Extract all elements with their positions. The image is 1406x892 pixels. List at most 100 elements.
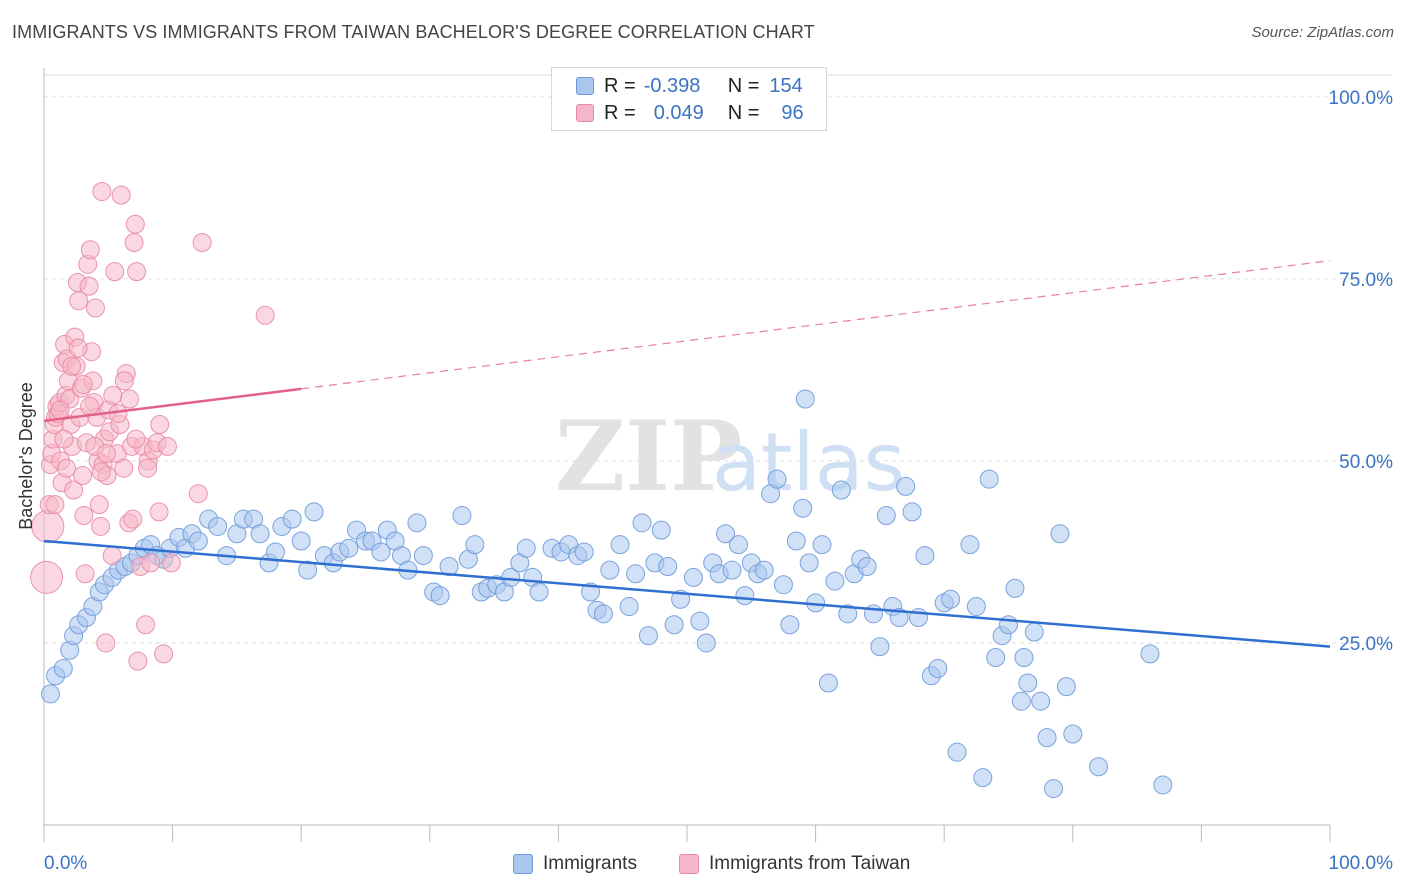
data-point — [80, 240, 100, 260]
data-point — [430, 586, 450, 606]
data-point — [1050, 524, 1070, 544]
data-point — [664, 615, 684, 635]
data-point — [638, 626, 658, 646]
data-point — [593, 604, 613, 624]
points-layer — [30, 182, 1173, 799]
data-point — [30, 560, 64, 594]
watermark: ZIP atlas — [555, 400, 905, 513]
legend-row-taiwan: R = 0.049 N = 96 — [576, 101, 804, 125]
data-point — [915, 546, 935, 566]
bottom-legend-immigrants: Immigrants — [513, 852, 637, 876]
data-point — [128, 651, 148, 671]
data-point — [265, 542, 285, 562]
data-point — [465, 535, 485, 555]
data-point — [64, 480, 84, 500]
data-point — [986, 648, 1006, 668]
legend-n-value-immigrants: 154 — [769, 74, 803, 97]
y-axis-label: Bachelor's Degree — [16, 382, 36, 530]
legend-r-label: R = — [604, 101, 636, 124]
data-point — [92, 182, 112, 202]
data-point — [632, 513, 652, 533]
data-point — [1140, 644, 1160, 664]
legend-swatch-immigrants — [576, 77, 594, 95]
data-point — [1037, 728, 1057, 748]
data-point — [291, 531, 311, 551]
data-point — [40, 684, 60, 704]
data-point — [96, 444, 116, 464]
data-point — [690, 611, 710, 631]
data-point — [57, 458, 77, 478]
data-point — [876, 506, 896, 526]
x-tick-label-max: 100.0% — [1329, 853, 1394, 874]
data-point — [339, 538, 359, 558]
data-point — [574, 542, 594, 562]
data-point — [31, 509, 65, 543]
data-point — [610, 535, 630, 555]
data-point — [1018, 673, 1038, 693]
x-tick-label-min: 0.0% — [44, 853, 87, 874]
data-point — [85, 298, 105, 318]
data-point — [79, 276, 99, 296]
bottom-legend-swatch-taiwan — [679, 854, 699, 874]
data-point — [889, 607, 909, 627]
data-point — [735, 586, 755, 606]
data-point — [767, 469, 787, 489]
watermark-zip: ZIP — [555, 400, 742, 513]
data-point — [960, 535, 980, 555]
data-point — [103, 385, 123, 405]
data-point — [282, 509, 302, 529]
data-point — [683, 567, 703, 587]
legend-n-label: N = — [727, 74, 760, 97]
trend-line-taiwan-solid — [43, 387, 302, 423]
data-point — [799, 553, 819, 573]
data-point — [114, 458, 134, 478]
correlation-legend: R = -0.398 N = 154 R = 0.049 N = 96 — [551, 67, 827, 131]
data-point — [1014, 648, 1034, 668]
data-point — [1024, 622, 1044, 642]
data-point — [192, 232, 212, 252]
y-tick-label: 100.0% — [1329, 88, 1394, 109]
data-point — [1044, 779, 1064, 799]
data-point — [973, 768, 993, 788]
data-point — [208, 516, 228, 536]
data-point — [619, 597, 639, 617]
data-point — [75, 564, 95, 584]
data-point — [73, 374, 93, 394]
data-point — [452, 506, 472, 526]
data-point — [80, 396, 100, 416]
bottom-legend-label-immigrants: Immigrants — [543, 853, 637, 874]
data-point — [50, 400, 70, 420]
watermark-atlas: atlas — [712, 416, 905, 509]
data-point — [102, 546, 122, 566]
legend-r-label: R = — [604, 74, 636, 97]
data-point — [626, 564, 646, 584]
series-taiwan-points — [30, 182, 275, 671]
legend-r-value-immigrants: -0.398 — [643, 74, 701, 97]
data-point — [250, 524, 270, 544]
data-point — [651, 520, 671, 540]
data-point — [136, 615, 156, 635]
y-tick-label: 75.0% — [1339, 270, 1393, 291]
data-point — [754, 560, 774, 580]
data-point — [157, 436, 177, 456]
data-point — [298, 560, 318, 580]
data-point — [138, 458, 158, 478]
bottom-legend-swatch-immigrants — [513, 854, 533, 874]
label-layer: 25.0% 50.0% 75.0% 100.0% 0.0% 100.0% — [44, 88, 1393, 874]
chart-title: IMMIGRANTS VS IMMIGRANTS FROM TAIWAN BAC… — [12, 22, 815, 42]
data-point — [1056, 677, 1076, 697]
trend-line-immigrants — [43, 539, 1331, 648]
data-point — [54, 429, 74, 449]
data-point — [105, 262, 125, 282]
data-point — [728, 535, 748, 555]
legend-swatch-taiwan — [576, 104, 594, 122]
data-point — [1089, 757, 1109, 777]
data-point — [62, 356, 82, 376]
data-point — [902, 502, 922, 522]
data-point — [780, 615, 800, 635]
data-point — [795, 389, 815, 409]
data-point — [125, 214, 145, 234]
data-point — [53, 658, 73, 678]
data-point — [91, 462, 111, 482]
data-point — [255, 305, 275, 325]
